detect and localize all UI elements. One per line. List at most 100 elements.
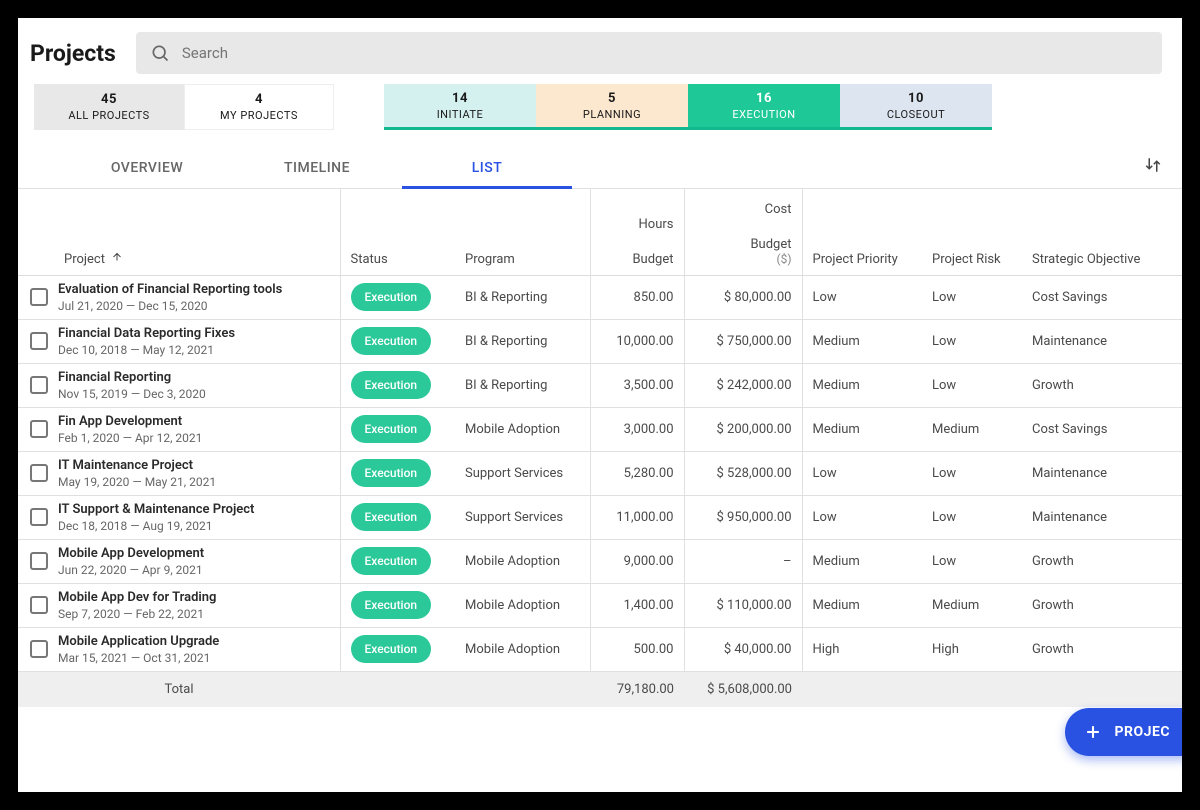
priority-cell: Medium: [802, 539, 922, 583]
filter-label: PLANNING: [583, 108, 641, 121]
project-name: Mobile Application Upgrade: [58, 634, 330, 649]
table-row[interactable]: Financial ReportingNov 15, 2019 — Dec 3,…: [18, 363, 1182, 407]
status-badge: Execution: [351, 371, 432, 399]
project-dates: Jul 21, 2020 — Dec 15, 2020: [58, 299, 330, 313]
status-badge: Execution: [351, 415, 432, 443]
program-cell: Mobile Adoption: [455, 583, 590, 627]
filter-count: 4: [255, 92, 263, 107]
hours-cell: 9,000.00: [590, 539, 684, 583]
status-badge: Execution: [351, 283, 432, 311]
search-icon: [150, 43, 170, 63]
status-badge: Execution: [351, 635, 432, 663]
tab-overview[interactable]: OVERVIEW: [62, 148, 232, 188]
table-row[interactable]: Mobile Application Upgrade Mar 15, 2021 —…: [18, 627, 1182, 671]
row-checkbox[interactable]: [30, 288, 48, 306]
topbar: Projects: [18, 18, 1182, 84]
project-name: Fin App Development: [58, 414, 330, 429]
table-row[interactable]: Fin App Development Feb 1, 2020 — Apr 12,…: [18, 407, 1182, 451]
table-row[interactable]: IT Maintenance ProjectMay 19, 2020 — May…: [18, 451, 1182, 495]
sort-toggle-icon[interactable]: [1144, 156, 1162, 178]
plus-icon: [1083, 722, 1103, 742]
col-risk[interactable]: Project Risk: [922, 189, 1022, 275]
filter-count: 10: [908, 91, 924, 106]
totals-cost: $ 5,608,000.00: [684, 671, 802, 707]
risk-cell: Low: [922, 495, 1022, 539]
cost-cell: –: [684, 539, 802, 583]
program-cell: Support Services: [455, 495, 590, 539]
objective-cell: Maintenance: [1022, 451, 1182, 495]
project-name: IT Support & Maintenance Project: [58, 502, 330, 517]
row-checkbox[interactable]: [30, 464, 48, 482]
col-hours[interactable]: HoursBudget: [590, 189, 684, 275]
col-project[interactable]: Project: [18, 189, 340, 275]
filter-initiate[interactable]: 14 INITIATE: [384, 84, 536, 130]
col-status[interactable]: Status: [340, 189, 455, 275]
col-program[interactable]: Program: [455, 189, 590, 275]
filter-label: INITIATE: [437, 108, 484, 121]
program-cell: Support Services: [455, 451, 590, 495]
tab-timeline[interactable]: TIMELINE: [232, 148, 402, 188]
project-dates: Dec 10, 2018 — May 12, 2021: [58, 343, 330, 357]
risk-cell: Low: [922, 319, 1022, 363]
table-row[interactable]: Mobile App Dev for TradingSep 7, 2020 — …: [18, 583, 1182, 627]
col-objective[interactable]: Strategic Objective: [1022, 189, 1182, 275]
priority-cell: Medium: [802, 363, 922, 407]
col-priority[interactable]: Project Priority: [802, 189, 922, 275]
objective-cell: Cost Savings: [1022, 275, 1182, 319]
cost-cell: $ 242,000.00: [684, 363, 802, 407]
row-checkbox[interactable]: [30, 596, 48, 614]
filter-count: 14: [452, 91, 468, 106]
hours-cell: 1,400.00: [590, 583, 684, 627]
totals-hours: 79,180.00: [590, 671, 684, 707]
objective-cell: Maintenance: [1022, 495, 1182, 539]
risk-cell: Low: [922, 539, 1022, 583]
filter-label: MY PROJECTS: [220, 109, 298, 122]
objective-cell: Growth: [1022, 539, 1182, 583]
hours-cell: 3,000.00: [590, 407, 684, 451]
project-dates: Jun 22, 2020 — Apr 9, 2021: [58, 563, 330, 577]
objective-cell: Growth: [1022, 583, 1182, 627]
row-checkbox[interactable]: [30, 420, 48, 438]
filter-all-projects[interactable]: 45 ALL PROJECTS: [34, 84, 184, 130]
filter-execution[interactable]: 16 EXECUTION: [688, 84, 840, 130]
filter-closeout[interactable]: 10 CLOSEOUT: [840, 84, 992, 130]
risk-cell: High: [922, 627, 1022, 671]
project-dates: Nov 15, 2019 — Dec 3, 2020: [58, 387, 330, 401]
row-checkbox[interactable]: [30, 552, 48, 570]
project-dates: Feb 1, 2020 — Apr 12, 2021: [58, 431, 330, 445]
table-row[interactable]: Financial Data Reporting FixesDec 10, 20…: [18, 319, 1182, 363]
row-checkbox[interactable]: [30, 508, 48, 526]
cost-cell: $ 200,000.00: [684, 407, 802, 451]
totals-label: Total: [18, 671, 340, 707]
col-cost[interactable]: CostBudget($): [684, 189, 802, 275]
priority-cell: Low: [802, 495, 922, 539]
project-dates: Mar 15, 2021 — Oct 31, 2021: [58, 651, 330, 665]
tab-list[interactable]: LIST: [402, 148, 572, 188]
hours-cell: 5,280.00: [590, 451, 684, 495]
filter-count: 5: [608, 91, 616, 106]
add-project-button[interactable]: PROJEC: [1065, 708, 1183, 756]
filter-planning[interactable]: 5 PLANNING: [536, 84, 688, 130]
search-box[interactable]: [136, 32, 1162, 74]
row-checkbox[interactable]: [30, 376, 48, 394]
row-checkbox[interactable]: [30, 640, 48, 658]
program-cell: Mobile Adoption: [455, 627, 590, 671]
project-name: Mobile App Dev for Trading: [58, 590, 330, 605]
project-dates: May 19, 2020 — May 21, 2021: [58, 475, 330, 489]
objective-cell: Growth: [1022, 627, 1182, 671]
table-row[interactable]: Evaluation of Financial Reporting toolsJ…: [18, 275, 1182, 319]
program-cell: Mobile Adoption: [455, 539, 590, 583]
risk-cell: Medium: [922, 407, 1022, 451]
row-checkbox[interactable]: [30, 332, 48, 350]
status-badge: Execution: [351, 459, 432, 487]
search-input[interactable]: [182, 44, 1148, 62]
table-row[interactable]: Mobile App DevelopmentJun 22, 2020 — Apr…: [18, 539, 1182, 583]
projects-table: Project Status Program HoursBudget CostB…: [18, 189, 1182, 707]
filter-my-projects[interactable]: 4 MY PROJECTS: [184, 84, 334, 130]
hours-cell: 3,500.00: [590, 363, 684, 407]
hours-cell: 10,000.00: [590, 319, 684, 363]
filter-tabs: 45 ALL PROJECTS 4 MY PROJECTS 14 INITIAT…: [18, 84, 1182, 130]
table-row[interactable]: IT Support & Maintenance ProjectDec 18, …: [18, 495, 1182, 539]
priority-cell: Low: [802, 275, 922, 319]
projects-table-wrap[interactable]: Project Status Program HoursBudget CostB…: [18, 189, 1182, 759]
